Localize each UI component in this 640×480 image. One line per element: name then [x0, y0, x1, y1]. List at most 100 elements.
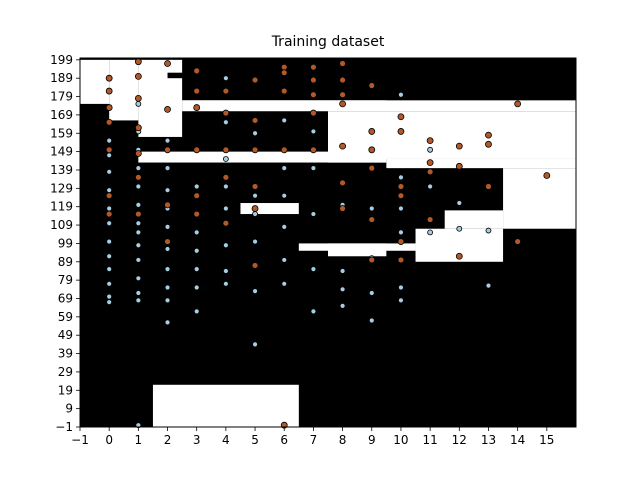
- data-point-class-1: [339, 100, 346, 108]
- y-tick-label: 79: [58, 273, 73, 287]
- data-point-class-0: [164, 223, 171, 230]
- data-point-class-1: [105, 104, 113, 111]
- region-class-1: [80, 59, 110, 104]
- data-point-class-1: [310, 91, 317, 99]
- data-point-class-1: [193, 87, 201, 95]
- y-tick-label: 59: [58, 310, 73, 324]
- y-tick-label: 179: [50, 90, 73, 104]
- data-point-class-0: [339, 302, 346, 309]
- data-point-class-1: [222, 109, 230, 117]
- data-point-class-0: [398, 174, 404, 181]
- y-tick-label: 49: [58, 328, 73, 342]
- data-point-class-1: [368, 256, 376, 264]
- data-point-class-1: [339, 76, 346, 84]
- data-point-class-1: [164, 146, 171, 154]
- data-point-class-0: [164, 165, 171, 172]
- data-point-class-0: [456, 200, 463, 206]
- data-point-class-1: [193, 192, 201, 200]
- data-point-class-1: [280, 69, 288, 77]
- data-point-class-0: [193, 284, 200, 291]
- data-point-class-1: [485, 183, 492, 190]
- data-point-class-0: [252, 288, 258, 295]
- data-point-class-1: [310, 63, 317, 71]
- data-point-class-0: [106, 299, 113, 306]
- data-point-class-0: [164, 297, 171, 304]
- data-point-class-1: [397, 256, 405, 264]
- x-tick-label: 13: [481, 433, 496, 447]
- data-point-class-1: [134, 150, 142, 157]
- region-class-0: [80, 162, 328, 170]
- data-point-class-0: [106, 152, 113, 159]
- data-point-class-1: [105, 210, 113, 218]
- data-point-class-1: [164, 238, 171, 245]
- data-point-class-0: [106, 238, 113, 245]
- y-tick-label: 159: [50, 126, 73, 140]
- y-tick-label: 39: [58, 347, 73, 361]
- data-point-class-0: [310, 308, 317, 315]
- y-tick-label: 89: [58, 255, 73, 269]
- data-point-class-0: [427, 229, 434, 236]
- data-point-class-0: [135, 297, 142, 304]
- data-point-class-1: [368, 146, 376, 154]
- region-class-1: [152, 384, 299, 427]
- data-point-class-0: [106, 253, 113, 260]
- data-point-class-0: [193, 266, 200, 273]
- data-point-class-0: [164, 246, 171, 252]
- data-point-class-1: [368, 82, 376, 89]
- x-tick-label: 14: [510, 433, 525, 447]
- data-point-class-0: [252, 211, 258, 217]
- data-point-class-0: [135, 290, 142, 296]
- region-class-0: [152, 169, 372, 174]
- data-point-class-0: [485, 282, 492, 289]
- x-tick-label: −1: [71, 433, 89, 447]
- x-tick-label: 5: [251, 433, 259, 447]
- data-point-class-0: [398, 297, 404, 304]
- data-point-class-1: [105, 146, 113, 154]
- data-point-class-0: [427, 183, 434, 190]
- region-class-1: [138, 59, 183, 137]
- region-class-1: [182, 100, 576, 112]
- data-point-class-1: [397, 192, 405, 200]
- data-point-class-0: [398, 284, 404, 291]
- x-tick-label: 1: [135, 433, 143, 447]
- region-class-0: [167, 72, 241, 79]
- region-class-1: [503, 168, 576, 229]
- x-tick-label: 4: [222, 433, 230, 447]
- data-point-class-0: [310, 128, 317, 135]
- data-point-class-1: [339, 142, 346, 150]
- x-tick-label: 7: [310, 433, 318, 447]
- y-tick-label: 189: [50, 71, 73, 85]
- data-point-class-0: [222, 183, 229, 190]
- data-point-class-1: [339, 179, 346, 187]
- data-point-class-1: [455, 252, 463, 260]
- data-point-class-0: [252, 130, 258, 137]
- data-point-class-1: [134, 124, 142, 132]
- data-point-class-1: [134, 210, 142, 218]
- data-point-class-0: [164, 137, 171, 144]
- data-point-class-0: [135, 229, 142, 236]
- data-point-class-0: [135, 242, 142, 249]
- data-point-class-1: [134, 173, 142, 181]
- data-point-class-0: [135, 201, 142, 208]
- data-point-class-1: [105, 87, 113, 95]
- data-point-class-1: [251, 146, 259, 154]
- data-point-class-0: [106, 266, 113, 273]
- data-point-class-1: [514, 238, 522, 245]
- data-point-class-1: [485, 140, 492, 148]
- data-point-class-1: [164, 106, 171, 113]
- data-point-class-0: [310, 211, 317, 217]
- data-point-class-0: [164, 266, 171, 273]
- data-point-class-0: [456, 225, 463, 232]
- data-point-class-0: [281, 165, 288, 172]
- y-tick-label: 129: [50, 181, 73, 195]
- y-tick-label: 139: [50, 163, 73, 177]
- data-point-class-1: [134, 72, 142, 80]
- data-point-class-1: [193, 146, 201, 154]
- data-point-class-0: [135, 275, 142, 282]
- data-point-class-1: [455, 142, 463, 150]
- data-point-class-1: [105, 74, 113, 82]
- data-point-class-1: [368, 216, 376, 223]
- data-point-class-0: [398, 205, 404, 212]
- data-point-class-1: [193, 210, 201, 218]
- data-point-class-1: [426, 137, 434, 145]
